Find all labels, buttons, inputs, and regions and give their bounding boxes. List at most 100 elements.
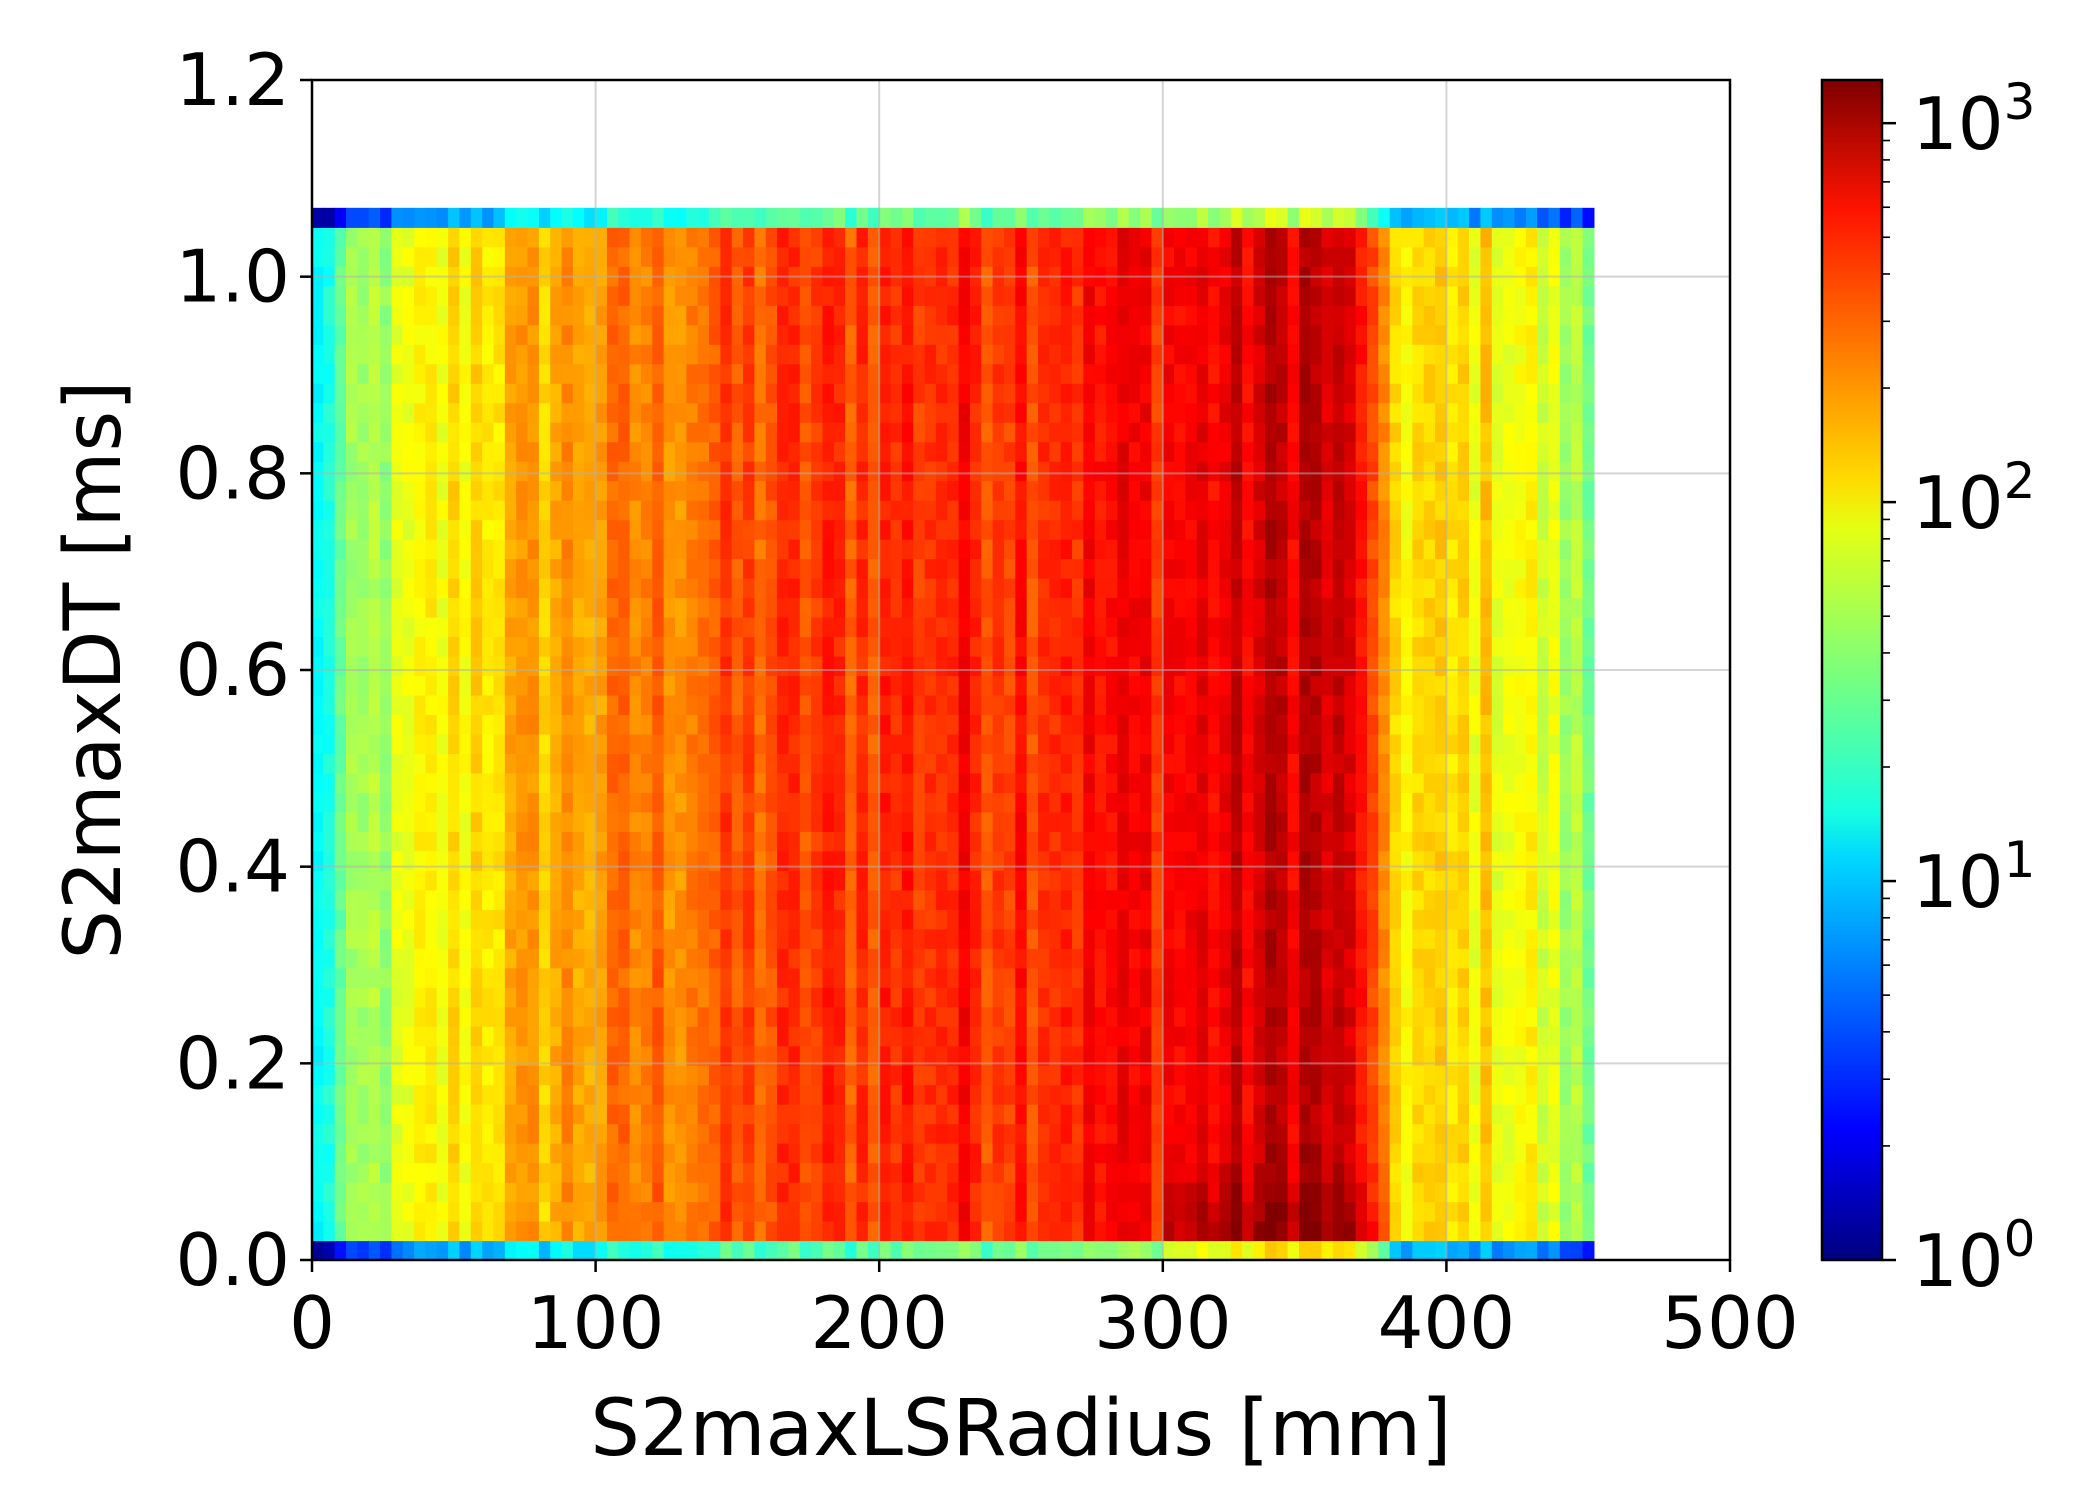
heatmap-cell (527, 402, 540, 423)
heatmap-cell (811, 675, 824, 696)
heatmap-cell (436, 246, 449, 267)
heatmap-cell (606, 1201, 619, 1222)
heatmap-cell (572, 402, 585, 423)
heatmap-cell (380, 324, 392, 345)
heatmap-cell (867, 889, 880, 910)
heatmap-cell (1253, 675, 1266, 696)
heatmap-cell (527, 1084, 540, 1105)
heatmap-cell (879, 1045, 892, 1066)
heatmap-cell (1094, 987, 1107, 1008)
heatmap-cell (981, 831, 994, 852)
heatmap-cell (1094, 461, 1107, 482)
heatmap-cell (504, 461, 517, 482)
heatmap-cell (504, 870, 517, 891)
heatmap-cell (1151, 1182, 1164, 1203)
heatmap-cell (1242, 441, 1255, 462)
heatmap-cell (754, 772, 767, 793)
heatmap-cell (709, 617, 721, 638)
heatmap-cell (731, 655, 744, 677)
heatmap-cell (947, 850, 960, 871)
heatmap-cell (822, 831, 835, 852)
heatmap-cell (391, 558, 404, 579)
heatmap-cell (1174, 1084, 1187, 1105)
heatmap-cell (482, 1123, 495, 1144)
heatmap-cell (1072, 597, 1084, 618)
heatmap-cell (765, 500, 778, 521)
heatmap-cell (1298, 344, 1311, 365)
heatmap-cell (550, 461, 563, 482)
heatmap-cell (1072, 948, 1084, 969)
heatmap-cell (1083, 461, 1096, 482)
heatmap-cell (402, 694, 415, 716)
heatmap-cell (709, 1104, 721, 1125)
heatmap-cell (1185, 909, 1198, 930)
heatmap-cell (958, 1045, 971, 1066)
heatmap-cell (1253, 1045, 1266, 1066)
heatmap-cell (504, 948, 517, 969)
heatmap-cell (1264, 675, 1277, 696)
heatmap-cell (981, 1026, 994, 1047)
heatmap-cell (1344, 636, 1357, 657)
heatmap-cell (629, 694, 642, 716)
heatmap-cell (516, 1182, 529, 1203)
heatmap-cell (1219, 344, 1232, 365)
heatmap-cell (1026, 1084, 1039, 1105)
heatmap-cell (1117, 1143, 1130, 1164)
heatmap-cell (448, 227, 461, 248)
heatmap-cell (368, 1104, 381, 1125)
heatmap-cell (1208, 285, 1221, 306)
heatmap-cell (391, 597, 404, 618)
heatmap-cell (538, 1065, 551, 1086)
heatmap-cell (935, 694, 948, 716)
heatmap-cell (1287, 1143, 1300, 1164)
heatmap-cell (754, 246, 767, 267)
heatmap-cell (1264, 1084, 1277, 1105)
heatmap-cell (777, 1182, 790, 1203)
heatmap-cell (890, 441, 903, 462)
heatmap-cell (448, 344, 461, 365)
heatmap-cell (935, 422, 948, 443)
heatmap-cell (890, 617, 903, 638)
heatmap-cell (459, 694, 472, 716)
heatmap-cell (1230, 1065, 1243, 1086)
heatmap-cell (1321, 1006, 1334, 1027)
heatmap-cell (1162, 831, 1175, 852)
heatmap-cell (822, 1026, 835, 1047)
heatmap-cell (1253, 967, 1266, 988)
heatmap-cell (1083, 539, 1096, 560)
heatmap-cell (879, 675, 892, 696)
heatmap-cell (1230, 967, 1243, 988)
heatmap-cell (958, 227, 971, 248)
heatmap-cell (913, 1084, 926, 1105)
heatmap-cell (1355, 850, 1368, 871)
heatmap-cell (1310, 1182, 1323, 1203)
heatmap-cell (414, 1162, 427, 1183)
heatmap-cell (572, 1162, 585, 1183)
heatmap-cell (992, 1240, 1005, 1261)
heatmap-cell (618, 714, 631, 735)
heatmap-cell (1094, 811, 1107, 832)
heatmap-cell (584, 1104, 597, 1125)
heatmap-cell (618, 694, 631, 716)
heatmap-cell (1083, 909, 1096, 930)
heatmap-cell (459, 402, 472, 423)
heatmap-cell (1230, 285, 1243, 306)
heatmap-cell (1230, 1143, 1243, 1164)
heatmap-cell (1264, 811, 1277, 832)
heatmap-cell (1106, 461, 1119, 482)
heatmap-cell (969, 909, 982, 930)
heatmap-cell (856, 558, 869, 579)
heatmap-cell (1140, 675, 1153, 696)
heatmap-cell (811, 1182, 824, 1203)
heatmap-cell (1106, 772, 1119, 793)
heatmap-cell (731, 617, 744, 638)
heatmap-cell (867, 1162, 880, 1183)
heatmap-cell (334, 500, 347, 521)
heatmap-cell (1298, 733, 1311, 754)
heatmap-cell (856, 1045, 869, 1066)
heatmap-cell (606, 422, 619, 443)
heatmap-cell (459, 558, 472, 579)
heatmap-cell (1310, 285, 1323, 306)
heatmap-cell (1185, 928, 1198, 949)
heatmap-cell (448, 1182, 461, 1203)
